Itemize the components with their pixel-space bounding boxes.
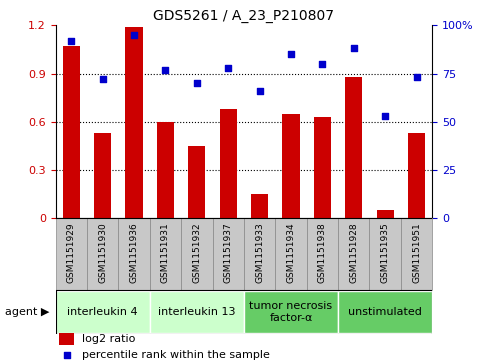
Text: GSM1151932: GSM1151932 (192, 222, 201, 283)
Text: interleukin 13: interleukin 13 (158, 307, 236, 317)
Bar (314, 117, 331, 218)
Point (256, 88, 264, 94)
Bar (157, 122, 174, 218)
Bar (126, 27, 142, 218)
Text: GSM1151951: GSM1151951 (412, 222, 421, 283)
Bar (244, 291, 338, 333)
Point (130, 32, 138, 38)
Text: percentile rank within the sample: percentile rank within the sample (82, 350, 270, 360)
Text: GSM1151928: GSM1151928 (349, 222, 358, 283)
Point (68, 38, 75, 44)
Bar (56, 218, 87, 290)
Text: GSM1151936: GSM1151936 (129, 222, 139, 283)
Text: agent ▶: agent ▶ (5, 307, 49, 317)
Text: unstimulated: unstimulated (348, 307, 422, 317)
Bar (94, 133, 111, 218)
Point (382, 113, 389, 119)
Bar (59, 333, 74, 345)
Bar (345, 77, 362, 218)
Bar (377, 210, 394, 218)
Text: GSM1151931: GSM1151931 (161, 222, 170, 283)
Bar (244, 218, 275, 290)
Title: GDS5261 / A_23_P210807: GDS5261 / A_23_P210807 (154, 9, 334, 23)
Bar (307, 218, 338, 290)
Text: GSM1151929: GSM1151929 (67, 222, 76, 283)
Text: GSM1151934: GSM1151934 (286, 222, 296, 283)
Point (63, 352, 71, 358)
Text: GSM1151933: GSM1151933 (255, 222, 264, 283)
Bar (275, 218, 307, 290)
Bar (213, 218, 244, 290)
Text: tumor necrosis
factor-α: tumor necrosis factor-α (249, 301, 333, 323)
Point (161, 67, 170, 73)
Point (412, 74, 420, 80)
Bar (63, 46, 80, 218)
Bar (220, 109, 237, 218)
Bar (188, 146, 205, 218)
Point (319, 61, 327, 67)
Point (350, 46, 357, 52)
Text: GSM1151930: GSM1151930 (98, 222, 107, 283)
Bar (283, 114, 299, 218)
Bar (150, 291, 244, 333)
Text: GSM1151938: GSM1151938 (318, 222, 327, 283)
Bar (338, 218, 369, 290)
Bar (369, 218, 401, 290)
Bar (401, 218, 432, 290)
Bar (56, 291, 150, 333)
Point (99, 76, 107, 82)
Point (193, 80, 201, 86)
Point (224, 65, 232, 71)
Bar (338, 291, 432, 333)
Text: GSM1151935: GSM1151935 (381, 222, 390, 283)
Bar (181, 218, 213, 290)
Bar (150, 218, 181, 290)
Bar (118, 218, 150, 290)
Text: GSM1151937: GSM1151937 (224, 222, 233, 283)
Point (287, 51, 295, 57)
Bar (87, 218, 118, 290)
Text: log2 ratio: log2 ratio (82, 334, 135, 344)
Text: interleukin 4: interleukin 4 (67, 307, 138, 317)
Bar (408, 133, 425, 218)
Bar (251, 194, 268, 218)
